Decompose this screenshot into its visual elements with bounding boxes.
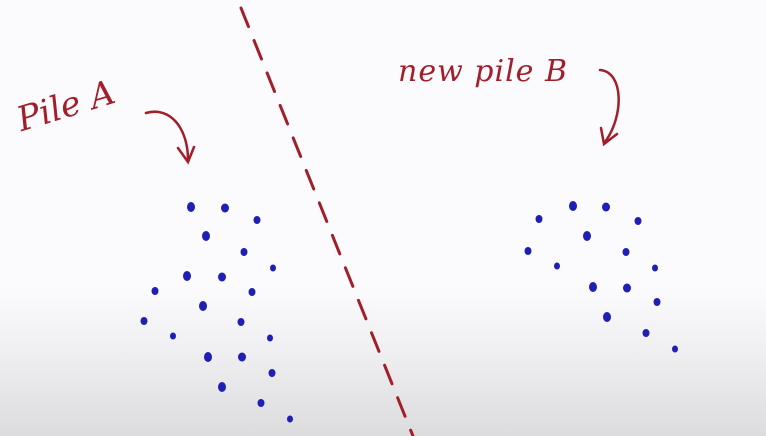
pile-a-dot bbox=[253, 216, 261, 224]
pile-a-dot bbox=[248, 288, 256, 296]
pile-a-dot bbox=[202, 231, 210, 241]
pile-b-dot bbox=[603, 312, 611, 322]
pile-a-dot bbox=[140, 317, 148, 325]
pile-a-dot bbox=[221, 203, 229, 213]
pile-a-dot bbox=[199, 301, 207, 311]
pile-a-arrow bbox=[144, 110, 196, 165]
pile-a-dot bbox=[204, 352, 212, 362]
pile-b-dots bbox=[524, 201, 678, 353]
divider-dashed-line bbox=[239, 6, 415, 436]
pile-b-arrow bbox=[598, 68, 620, 147]
pile-b-label: new pile B bbox=[398, 54, 569, 89]
pile-a-dot bbox=[170, 332, 176, 340]
pile-a-dot bbox=[270, 264, 276, 272]
pile-a-dot bbox=[238, 352, 246, 362]
pile-b-dot bbox=[652, 264, 658, 272]
pile-a-dot bbox=[218, 272, 226, 282]
pile-b-dot bbox=[672, 345, 678, 353]
pile-b-dot bbox=[653, 298, 661, 306]
pile-b-dot bbox=[583, 231, 591, 241]
pile-b-dot bbox=[602, 202, 610, 212]
pile-a-dot bbox=[151, 287, 159, 295]
pile-b-dot bbox=[524, 247, 532, 255]
pile-a-dot bbox=[268, 369, 276, 377]
pile-a-dot bbox=[257, 399, 265, 407]
pile-a-dot bbox=[267, 334, 273, 342]
pile-a-dot bbox=[183, 271, 191, 281]
pile-b-dot bbox=[554, 262, 560, 270]
pile-b-dot bbox=[569, 201, 577, 211]
pile-b-dot bbox=[623, 283, 631, 293]
pile-b-dot bbox=[589, 282, 597, 292]
pile-a-dot bbox=[287, 415, 293, 423]
pile-a-dot bbox=[218, 382, 226, 392]
pile-b-dot bbox=[535, 215, 543, 223]
pile-a-dots bbox=[140, 202, 293, 423]
pile-a-dot bbox=[187, 202, 195, 212]
pile-b-dot bbox=[642, 329, 650, 337]
pile-b-dot bbox=[634, 217, 642, 225]
pile-a-dot bbox=[237, 318, 245, 326]
pile-b-dot bbox=[622, 248, 630, 256]
pile-a-dot bbox=[240, 248, 248, 256]
